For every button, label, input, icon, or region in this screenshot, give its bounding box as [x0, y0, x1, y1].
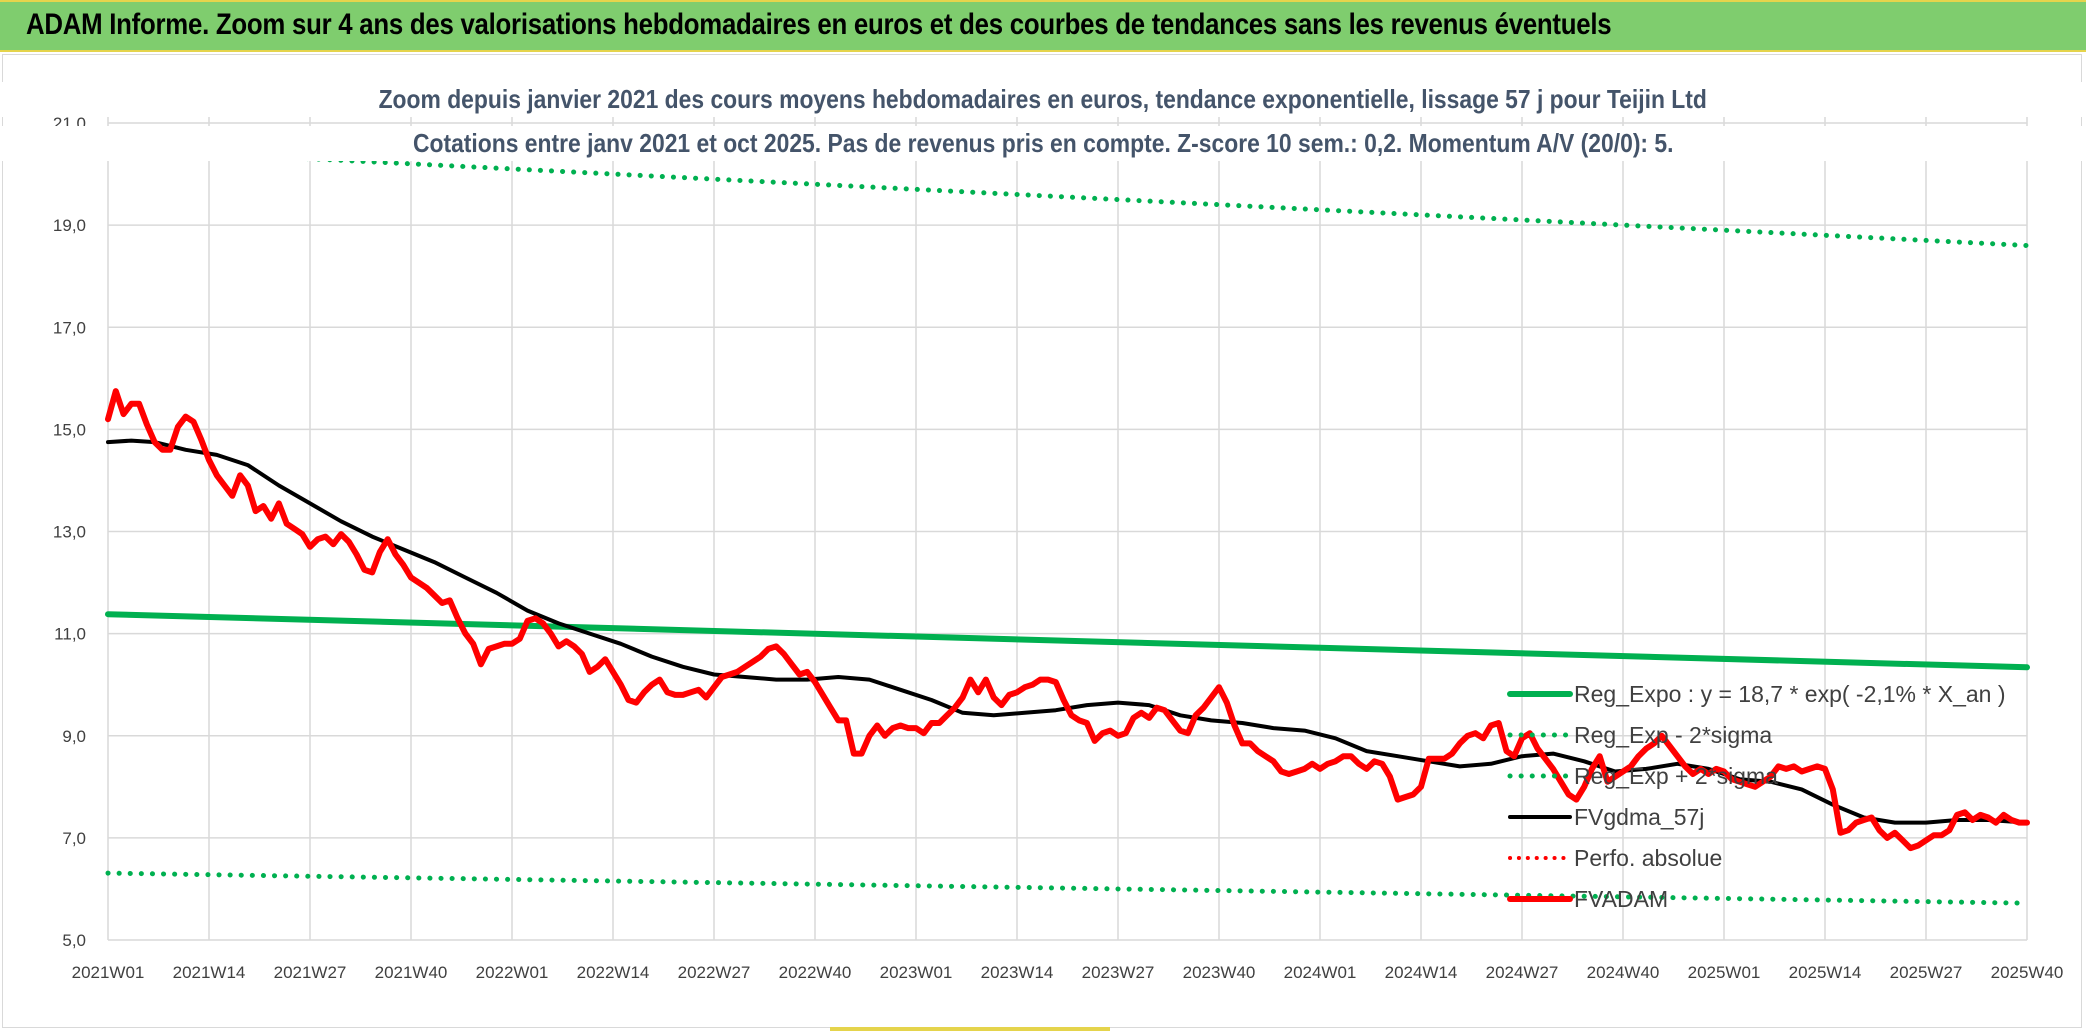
chart-subtitle-text: Cotations entre janv 2021 et oct 2025. P… — [405, 126, 1681, 161]
chart-title-text: Zoom depuis janvier 2021 des cours moyen… — [371, 82, 1715, 117]
x-tick-label: 2025W27 — [1890, 963, 1963, 982]
report-banner: ADAM Informe. Zoom sur 4 ans des valoris… — [0, 0, 2086, 52]
x-tick-label: 2021W27 — [274, 963, 347, 982]
x-tick-label: 2024W27 — [1486, 963, 1559, 982]
y-tick-label: 19,0 — [53, 216, 86, 235]
report-title: ADAM Informe. Zoom sur 4 ans des valoris… — [26, 8, 1612, 41]
legend: Reg_Expo : y = 18,7 * exp( -2,1% * X_an … — [1507, 681, 2006, 912]
legend-label-1: Reg_Exp - 2*sigma — [1574, 722, 1772, 748]
x-tick-label: 2023W27 — [1082, 963, 1155, 982]
series-line-0 — [105, 611, 2030, 671]
x-tick-label: 2021W40 — [375, 963, 448, 982]
y-tick-label: 7,0 — [62, 829, 86, 848]
x-tick-label: 2023W40 — [1183, 963, 1256, 982]
x-tick-label: 2025W14 — [1789, 963, 1862, 982]
series-line-1 — [105, 870, 2030, 906]
x-tick-label: 2024W40 — [1587, 963, 1660, 982]
y-tick-label: 9,0 — [62, 727, 86, 746]
x-tick-label: 2022W01 — [476, 963, 549, 982]
axis-labels: 5,07,09,011,013,015,017,019,021,02021W01… — [53, 114, 2063, 982]
y-tick-label: 11,0 — [54, 625, 86, 644]
x-tick-label: 2021W14 — [173, 963, 246, 982]
y-tick-label: 5,0 — [62, 931, 86, 950]
x-tick-label: 2024W14 — [1385, 963, 1458, 982]
y-tick-label: 17,0 — [53, 318, 86, 337]
series-line-5 — [105, 388, 2030, 852]
x-tick-label: 2025W40 — [1991, 963, 2064, 982]
x-tick-label: 2022W27 — [678, 963, 751, 982]
x-tick-label: 2025W01 — [1688, 963, 1761, 982]
y-tick-label: 13,0 — [53, 523, 86, 542]
legend-label-0: Reg_Expo : y = 18,7 * exp( -2,1% * X_an … — [1574, 681, 2006, 707]
bottom-accent — [830, 1027, 1110, 1031]
legend-label-4: Perfo. absolue — [1574, 845, 1722, 871]
x-tick-label: 2022W40 — [779, 963, 852, 982]
chart-subtitle: Cotations entre janv 2021 et oct 2025. P… — [0, 126, 2086, 161]
x-tick-label: 2023W01 — [880, 963, 953, 982]
series-lines — [105, 146, 2030, 906]
x-tick-label: 2023W14 — [981, 963, 1054, 982]
x-tick-label: 2021W01 — [72, 963, 145, 982]
y-tick-label: 15,0 — [53, 420, 86, 439]
x-tick-label: 2022W14 — [577, 963, 650, 982]
x-tick-label: 2024W01 — [1284, 963, 1357, 982]
legend-label-5: FVADAM — [1574, 886, 1668, 912]
legend-label-3: FVgdma_57j — [1574, 804, 1704, 830]
gridlines — [107, 115, 2028, 941]
chart-title: Zoom depuis janvier 2021 des cours moyen… — [0, 82, 2086, 117]
legend-label-2: Reg_Exp + 2*sigma — [1574, 763, 1778, 789]
series-line-2 — [105, 146, 2030, 248]
